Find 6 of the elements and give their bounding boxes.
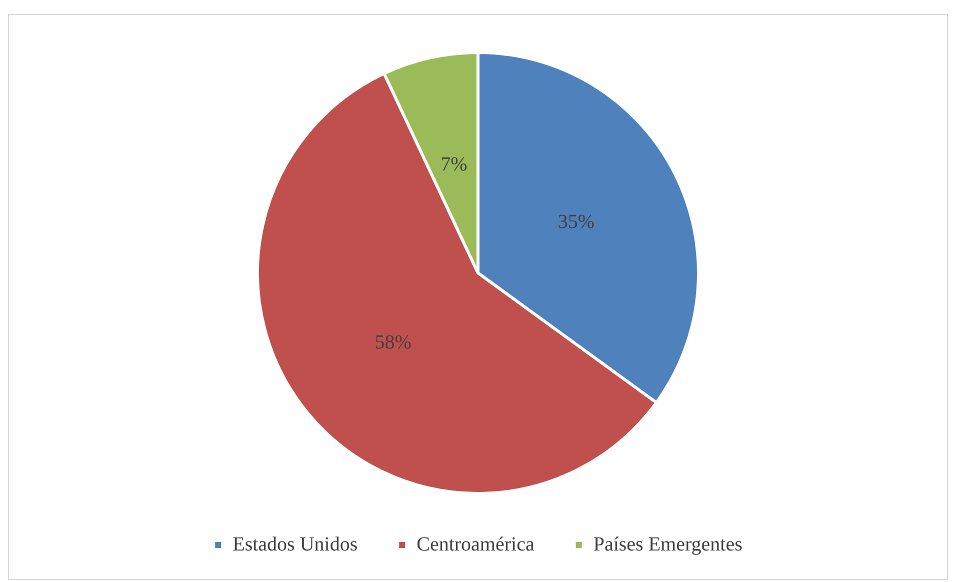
legend-label: Centroamérica: [416, 533, 534, 556]
data-label: 35%: [558, 211, 595, 234]
legend-label: Estados Unidos: [232, 533, 358, 556]
data-label: 58%: [374, 332, 412, 354]
legend-label: Países Emergentes: [593, 533, 743, 556]
data-label: 7%: [440, 154, 468, 176]
